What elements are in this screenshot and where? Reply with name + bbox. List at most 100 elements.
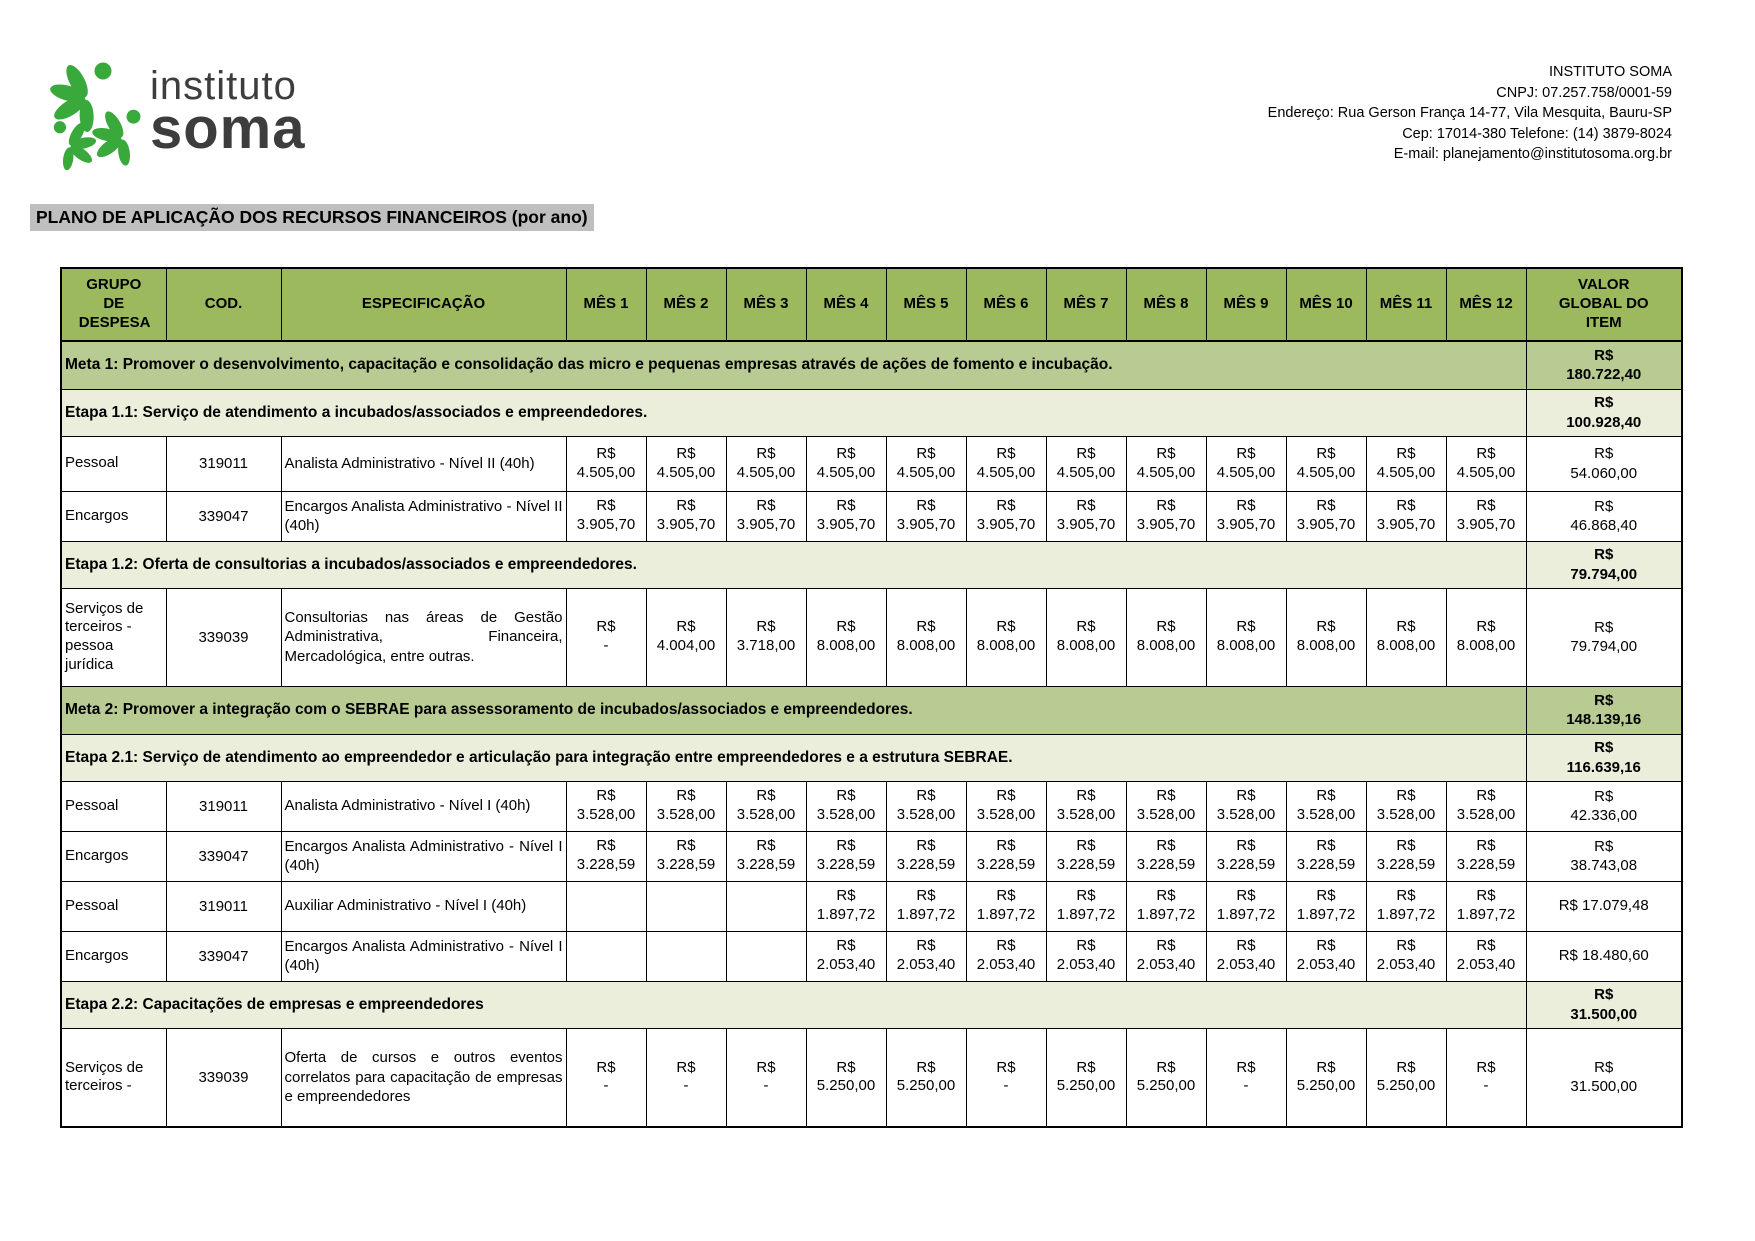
month-value-cell: R$ 5.250,00 <box>885 1027 967 1128</box>
currency-symbol: R$ <box>1316 1058 1336 1076</box>
amount-value: - <box>603 1077 609 1095</box>
month-value-cell: R$ 3.228,59 <box>1205 830 1287 882</box>
month-value-cell: R$ 2.053,40 <box>965 930 1047 982</box>
currency-symbol: R$ <box>756 787 776 805</box>
month-value-cell: R$ 4.505,00 <box>1285 435 1367 492</box>
table-row-etapa: Etapa 2.2: Capacitações de empresas e em… <box>60 980 1683 1029</box>
column-header: COD. <box>165 267 282 342</box>
amount-value: - <box>1003 1077 1009 1095</box>
month-value-cell: R$ 4.505,00 <box>565 435 647 492</box>
amount-value: 5.250,00 <box>1056 1077 1116 1095</box>
amount-value: 79.794,00 <box>1570 638 1638 655</box>
month-value-cell: R$ - <box>645 1027 727 1128</box>
amount-value: 3.528,00 <box>1296 806 1356 823</box>
month-value-cell: R$ 8.008,00 <box>1445 587 1527 687</box>
table-row-item: Encargos 339047 Encargos Analista Administ… <box>60 490 1683 542</box>
month-value-cell: R$ 8.008,00 <box>1205 587 1287 687</box>
month-value-cell: R$ 8.008,00 <box>1285 587 1367 687</box>
month-value-cell: R$ 4.505,00 <box>885 435 967 492</box>
currency-symbol: R$ <box>1156 1058 1176 1076</box>
month-value-cell: R$ 3.905,70 <box>1125 490 1207 542</box>
amount-value: 8.008,00 <box>1216 637 1276 654</box>
currency-symbol: R$ <box>1076 937 1096 955</box>
column-header-label: MÊS 6 <box>983 295 1029 313</box>
currency-symbol: R$ <box>756 1058 776 1076</box>
currency-symbol: R$ <box>1076 618 1096 636</box>
amount-value: 3.528,00 <box>1136 806 1196 823</box>
currency-symbol: R$ <box>836 618 856 636</box>
currency-symbol: R$ <box>1076 1058 1096 1076</box>
amount-value: 116.639,16 <box>1566 758 1641 776</box>
month-value-cell: R$ 1.897,72 <box>1045 880 1127 932</box>
amount-value: - <box>1243 1077 1249 1095</box>
month-value-cell: R$ 8.008,00 <box>1045 587 1127 687</box>
amount-value: 5.250,00 <box>816 1077 876 1095</box>
currency-symbol: R$ <box>676 444 696 462</box>
table-row-item: Pessoal 319011 Auxiliar Administrativo - N… <box>60 880 1683 932</box>
currency-symbol: R$ <box>1396 837 1416 855</box>
month-value-cell <box>645 930 727 982</box>
column-header: MÊS 5 <box>885 267 967 342</box>
amount-value: 1.897,72 <box>1376 906 1436 923</box>
currency-symbol: R$ <box>596 837 616 855</box>
amount-value: 3.228,59 <box>816 856 876 873</box>
amount-value: 8.008,00 <box>896 637 956 654</box>
currency-symbol: R$ <box>916 937 936 955</box>
meta-total-cell: R$ 180.722,40 <box>1525 340 1683 390</box>
month-value-cell: R$ 1.897,72 <box>805 880 887 932</box>
currency-symbol: R$ <box>596 444 616 462</box>
amount-value: 3.905,70 <box>1216 516 1276 533</box>
column-header: GRUPO DE DESPESA <box>60 267 167 342</box>
currency-symbol: R$ <box>676 618 696 636</box>
amount-value: 100.928,40 <box>1566 413 1642 431</box>
currency-symbol: R$ <box>1236 444 1256 462</box>
amount-value: - <box>603 637 609 654</box>
amount-value: 2.053,40 <box>1136 956 1196 973</box>
currency-symbol: R$ <box>596 497 616 515</box>
currency-symbol: R$ <box>1156 787 1176 805</box>
column-header: MÊS 11 <box>1365 267 1447 342</box>
amount-value: 3.718,00 <box>736 637 796 654</box>
currency-symbol: R$ <box>1476 497 1496 515</box>
amount-value: 180.722,40 <box>1566 366 1642 384</box>
amount-value: 3.228,59 <box>1456 856 1516 873</box>
month-value-cell: R$ 4.505,00 <box>965 435 1047 492</box>
table-row-item: Encargos 339047 Encargos Analista Administ… <box>60 830 1683 882</box>
column-header-label: MÊS 8 <box>1143 295 1189 313</box>
column-header: MÊS 12 <box>1445 267 1527 342</box>
amount-value: 4.505,00 <box>576 463 636 481</box>
amount-value: 3.228,59 <box>976 856 1036 873</box>
amount-value: 8.008,00 <box>1296 637 1356 654</box>
currency-symbol: R$ <box>1156 444 1176 462</box>
amount-value: 5.250,00 <box>1136 1077 1196 1095</box>
currency-symbol: R$ <box>1476 887 1496 905</box>
etapa-label-cell: Etapa 1.2: Oferta de consultorias a incu… <box>60 540 1527 589</box>
currency-symbol: R$ <box>1156 497 1176 515</box>
amount-value: 3.905,70 <box>1056 516 1116 533</box>
currency-symbol: R$ <box>1476 618 1496 636</box>
table-row-item: Pessoal 319011 Analista Administrativo - N… <box>60 780 1683 832</box>
item-total-cell: R$ 46.868,40 <box>1525 490 1683 542</box>
currency-symbol: R$ <box>756 618 776 636</box>
month-value-cell: R$ 2.053,40 <box>1205 930 1287 982</box>
currency-symbol: R$ <box>1594 787 1614 805</box>
currency-symbol: R$ <box>1076 787 1096 805</box>
amount-value: 2.053,40 <box>1296 956 1356 973</box>
column-header: MÊS 2 <box>645 267 727 342</box>
month-value-cell: R$ 8.008,00 <box>965 587 1047 687</box>
month-value-cell: R$ 3.528,00 <box>565 780 647 832</box>
currency-symbol: R$ <box>916 497 936 515</box>
month-value-cell: R$ 3.228,59 <box>885 830 967 882</box>
group-cell: Pessoal <box>60 435 167 492</box>
amount-value: 3.528,00 <box>576 806 636 823</box>
column-header: MÊS 10 <box>1285 267 1367 342</box>
amount-value: 2.053,40 <box>1216 956 1276 973</box>
column-header-label: MÊS 7 <box>1063 295 1109 313</box>
amount-value: 3.905,70 <box>1376 516 1436 533</box>
column-header-label: MÊS 1 <box>583 295 629 313</box>
month-value-cell: R$ 4.505,00 <box>1205 435 1287 492</box>
amount-value: 4.505,00 <box>1216 463 1276 481</box>
currency-symbol: R$ <box>836 1058 856 1076</box>
currency-symbol: R$ <box>1396 444 1416 462</box>
amount-value: 3.228,59 <box>1216 856 1276 873</box>
